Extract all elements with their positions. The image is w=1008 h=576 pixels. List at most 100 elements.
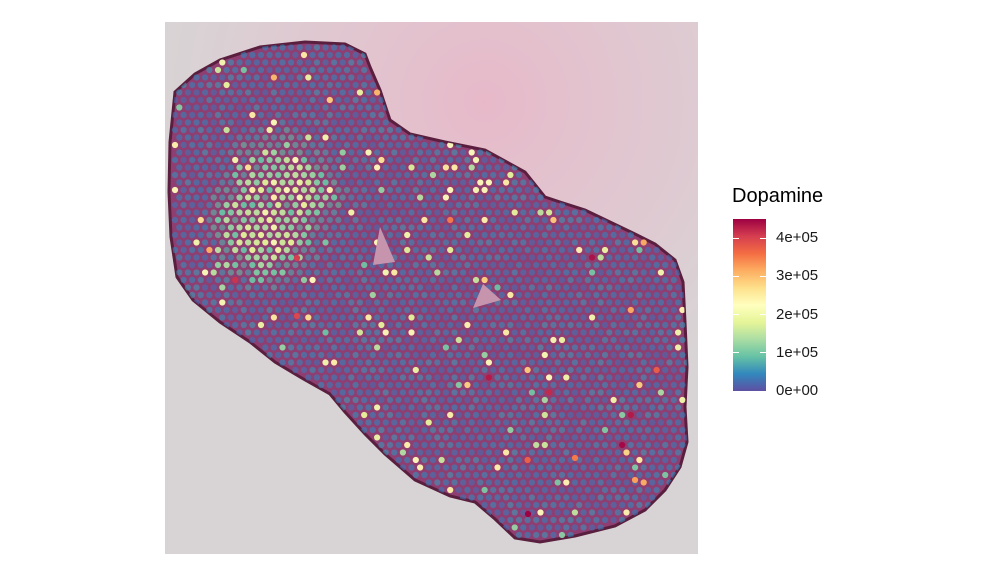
expression-spot (631, 476, 639, 484)
expression-spot (507, 366, 514, 374)
expression-spot (567, 216, 574, 224)
expression-spot (374, 434, 381, 441)
expression-spot (232, 291, 239, 299)
expression-spot (369, 111, 376, 119)
expression-spot (679, 321, 686, 329)
expression-spot (636, 336, 643, 344)
expression-spot (296, 149, 303, 156)
expression-spot (649, 314, 656, 321)
expression-spot (343, 66, 351, 74)
expression-spot (365, 314, 372, 321)
expression-spot (382, 419, 389, 426)
expression-spot (558, 216, 566, 224)
expression-spot (322, 374, 329, 381)
expression-spot (589, 494, 596, 501)
expression-spot (292, 246, 299, 254)
expression-spot (468, 239, 475, 246)
tissue-section-image (165, 22, 698, 554)
expression-spot (210, 179, 217, 186)
expression-spot (240, 216, 247, 224)
expression-spot (662, 441, 669, 449)
expression-spot (399, 359, 406, 366)
expression-spot (331, 284, 338, 291)
expression-spot (412, 171, 419, 179)
expression-spot (331, 209, 338, 216)
expression-spot (305, 194, 312, 201)
expression-spot (649, 329, 656, 336)
expression-spot (395, 366, 402, 374)
expression-spot (528, 449, 535, 456)
expression-spot (365, 224, 372, 231)
expression-spot (670, 306, 677, 314)
expression-spot (227, 179, 234, 186)
expression-spot (288, 104, 295, 111)
expression-spot (498, 501, 505, 509)
expression-spot (670, 321, 677, 329)
expression-spot (352, 351, 359, 359)
expression-spot (348, 119, 355, 126)
expression-spot (365, 179, 372, 186)
expression-spot (249, 141, 256, 149)
expression-spot (468, 464, 475, 471)
expression-spot (438, 246, 445, 254)
expression-spot (417, 239, 424, 246)
expression-spot (589, 449, 596, 456)
expression-spot (210, 74, 217, 81)
expression-spot (524, 516, 531, 524)
expression-spot (408, 434, 415, 441)
expression-spot (313, 209, 320, 216)
expression-spot (571, 509, 578, 516)
expression-spot (189, 171, 196, 179)
expression-spot (576, 291, 583, 299)
expression-spot (214, 201, 222, 209)
expression-spot (593, 456, 600, 464)
expression-spot (653, 441, 660, 449)
expression-spot (313, 134, 320, 141)
expression-spot (541, 411, 548, 419)
expression-spot (451, 194, 458, 201)
expression-spot (296, 269, 303, 276)
expression-spot (520, 284, 527, 291)
expression-spot (412, 396, 419, 404)
expression-spot (417, 344, 424, 351)
expression-spot (610, 516, 617, 524)
expression-spot (399, 434, 406, 441)
expression-spot (236, 299, 243, 306)
expression-spot (627, 366, 634, 374)
expression-spot (343, 201, 351, 209)
expression-spot (503, 509, 510, 516)
expression-spot (219, 314, 226, 321)
expression-spot (580, 389, 587, 396)
expression-spot (171, 201, 179, 209)
expression-spot (662, 321, 669, 329)
expression-spot (653, 321, 660, 329)
expression-spot (412, 306, 419, 314)
expression-spot (494, 359, 501, 366)
expression-spot (589, 314, 596, 321)
expression-spot (395, 261, 402, 269)
expression-spot (253, 254, 260, 261)
expression-spot (193, 269, 200, 276)
expression-spot (352, 216, 359, 224)
expression-spot (214, 186, 222, 194)
expression-spot (670, 441, 677, 449)
expression-spot (331, 104, 338, 111)
expression-spot (614, 314, 621, 321)
expression-spot (537, 344, 544, 351)
expression-spot (171, 141, 179, 149)
expression-spot (391, 374, 398, 381)
expression-spot (597, 419, 604, 426)
expression-spot (571, 494, 578, 501)
expression-spot (434, 284, 441, 291)
expression-spot (558, 261, 566, 269)
expression-spot (189, 141, 196, 149)
expression-spot (623, 434, 630, 441)
expression-spot (438, 231, 445, 239)
expression-spot (374, 194, 381, 201)
expression-spot (210, 254, 217, 261)
expression-spot (206, 261, 213, 269)
expression-spot (257, 141, 265, 149)
expression-spot (515, 276, 523, 284)
expression-spot (395, 246, 402, 254)
expression-spot (610, 231, 617, 239)
